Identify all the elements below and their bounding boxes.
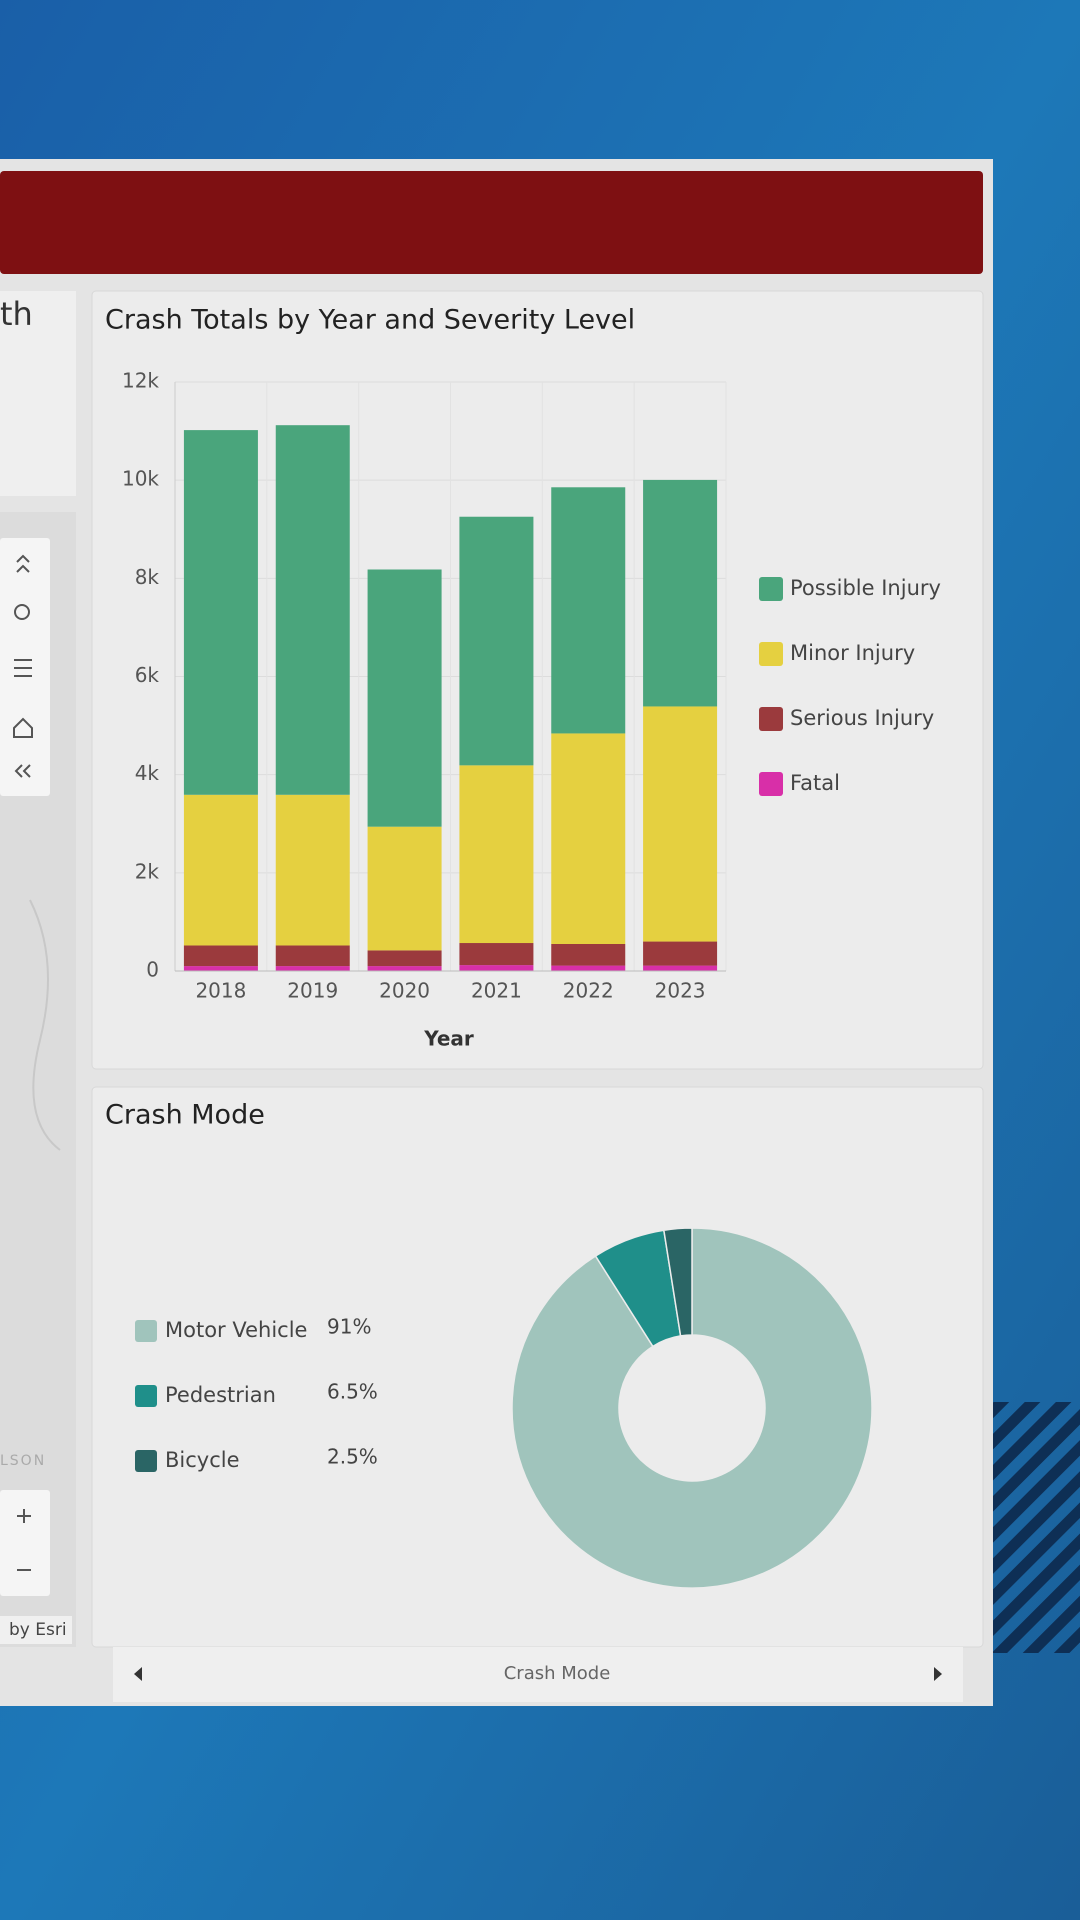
legend-swatch <box>135 1320 157 1342</box>
x-tick-label: 2023 <box>655 979 706 1003</box>
legend-swatch <box>135 1450 157 1472</box>
bar <box>551 733 626 945</box>
bar <box>643 479 718 707</box>
search-icon[interactable] <box>14 604 30 620</box>
bar <box>367 569 442 827</box>
legend-label: Pedestrian <box>165 1383 276 1407</box>
collapse-icon[interactable] <box>16 554 30 573</box>
bar <box>183 430 258 795</box>
x-tick-label: 2022 <box>563 979 614 1003</box>
stripes <box>993 1402 1080 1653</box>
bar <box>551 487 626 734</box>
charts: 0 2k 4k 6k 8k 10k 12k 2018 2019 2020 2021 2022 2023 P… <box>122 369 941 1589</box>
bar <box>551 944 626 966</box>
header-bar <box>0 171 983 274</box>
y-tick-label: 8k <box>135 565 160 589</box>
bar <box>183 966 258 971</box>
prev-arrow[interactable] <box>134 1667 142 1681</box>
y-tick-label: 0 <box>146 958 159 982</box>
legend-label: Motor Vehicle <box>165 1318 307 1342</box>
value-label: 91% <box>327 1315 371 1339</box>
bar <box>643 965 718 971</box>
bar <box>275 425 350 795</box>
legend-swatch <box>759 707 783 731</box>
y-tick-label: 4k <box>135 761 160 785</box>
donut-slice <box>511 1227 873 1589</box>
left-card <box>0 291 76 496</box>
bar <box>275 794 350 946</box>
attribution: by Esri <box>9 1620 67 1640</box>
bar <box>367 966 442 971</box>
y-tick-label: 6k <box>135 663 160 687</box>
legend-label: Bicycle <box>165 1448 240 1472</box>
x-tick-label: 2020 <box>379 979 430 1003</box>
pager <box>113 1647 963 1702</box>
chart-title: Crash Totals by Year and Severity Level <box>105 305 635 336</box>
value-label: 2.5% <box>327 1445 378 1469</box>
bar <box>643 941 718 966</box>
legend-label: Fatal <box>790 771 840 795</box>
bar <box>183 794 258 946</box>
legend-label: Possible Injury <box>790 576 941 600</box>
bar <box>183 945 258 967</box>
x-tick-label: 2019 <box>287 979 338 1003</box>
x-axis-label: Year <box>423 1027 474 1051</box>
home-icon[interactable] <box>13 717 33 738</box>
zoom-icons[interactable] <box>17 1509 31 1571</box>
back-icon[interactable] <box>14 764 31 778</box>
legend-swatch <box>135 1385 157 1407</box>
next-arrow[interactable] <box>934 1667 942 1681</box>
zoom-controls[interactable] <box>0 1490 50 1596</box>
y-tick-label: 2k <box>135 859 160 883</box>
x-tick-label: 2021 <box>471 979 522 1003</box>
legend-swatch <box>759 772 783 796</box>
bar <box>459 943 534 966</box>
y-tick-label: 10k <box>122 467 159 491</box>
bar <box>459 965 534 971</box>
donut-title: Crash Mode <box>105 1100 265 1131</box>
donut-slice <box>662 1227 693 1337</box>
legend-swatch <box>759 642 783 666</box>
value-label: 6.5% <box>327 1380 378 1404</box>
attribution-box <box>0 1616 72 1644</box>
list-icon[interactable] <box>14 659 32 677</box>
legend-swatch <box>759 577 783 601</box>
y-tick-label: 12k <box>122 369 159 393</box>
bar <box>643 706 718 942</box>
bar <box>275 966 350 971</box>
bar <box>459 516 534 766</box>
bar <box>551 965 626 971</box>
legend-label: Minor Injury <box>790 641 915 665</box>
left-title: th <box>0 295 33 333</box>
legend-label: Serious Injury <box>790 706 934 730</box>
bar <box>459 765 534 944</box>
map-road <box>29 899 61 1151</box>
x-tick-label: 2018 <box>195 979 246 1003</box>
map-label: LSON <box>0 1453 46 1469</box>
bar <box>367 950 442 967</box>
bar <box>367 826 442 951</box>
pager-label: Crash Mode <box>504 1663 611 1684</box>
bar <box>275 945 350 967</box>
